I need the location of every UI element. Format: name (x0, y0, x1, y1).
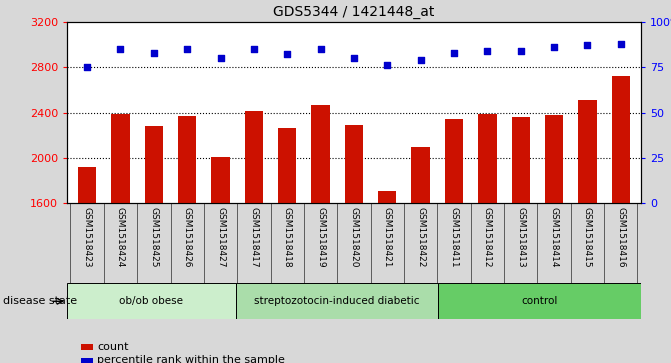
Bar (578, 100, 597, 203)
Bar (211, 157, 229, 203)
Bar (612, 76, 630, 203)
Bar (236, 283, 438, 319)
Bar (311, 105, 329, 203)
Bar (438, 283, 641, 319)
Bar (111, 114, 130, 203)
Point (115, 46, 126, 52)
Point (148, 50, 159, 56)
Text: GSM1518421: GSM1518421 (383, 207, 392, 268)
Text: GSM1518426: GSM1518426 (183, 207, 192, 268)
Bar (345, 125, 363, 203)
Text: GSM1518423: GSM1518423 (83, 207, 92, 268)
Text: GSM1518425: GSM1518425 (150, 207, 158, 268)
Text: GSM1518419: GSM1518419 (316, 207, 325, 268)
Bar (478, 114, 497, 203)
Bar (81, 344, 93, 350)
Text: GSM1518417: GSM1518417 (250, 207, 258, 268)
Bar (511, 117, 530, 203)
Point (482, 48, 493, 54)
Text: GSM1518422: GSM1518422 (416, 207, 425, 268)
Text: streptozotocin-induced diabetic: streptozotocin-induced diabetic (254, 296, 420, 306)
Text: GSM1518414: GSM1518414 (550, 207, 558, 268)
Text: GSM1518412: GSM1518412 (483, 207, 492, 268)
Text: ob/ob obese: ob/ob obese (119, 296, 183, 306)
Text: GSM1518424: GSM1518424 (116, 207, 125, 268)
Text: disease state: disease state (3, 296, 77, 306)
Text: GSM1518420: GSM1518420 (350, 207, 358, 268)
Title: GDS5344 / 1421448_at: GDS5344 / 1421448_at (273, 5, 435, 19)
Point (549, 44, 560, 50)
Bar (378, 191, 397, 203)
Point (215, 55, 226, 61)
Point (82, 64, 93, 70)
Point (182, 46, 193, 52)
Point (615, 41, 626, 46)
Point (282, 52, 293, 57)
Bar (278, 129, 297, 203)
Bar (245, 111, 263, 203)
Text: GSM1518411: GSM1518411 (450, 207, 458, 268)
Point (449, 50, 460, 56)
Bar (81, 358, 93, 363)
Point (415, 57, 426, 63)
Text: count: count (97, 342, 129, 352)
Bar (178, 116, 197, 203)
Text: percentile rank within the sample: percentile rank within the sample (97, 355, 285, 363)
Point (582, 42, 592, 48)
Point (248, 46, 259, 52)
Point (382, 62, 393, 68)
Point (515, 48, 526, 54)
Text: GSM1518418: GSM1518418 (282, 207, 292, 268)
Text: GSM1518416: GSM1518416 (616, 207, 625, 268)
Point (315, 46, 326, 52)
Bar (67, 283, 236, 319)
Text: control: control (521, 296, 558, 306)
Text: GSM1518427: GSM1518427 (216, 207, 225, 268)
Bar (445, 119, 463, 203)
Point (349, 55, 360, 61)
Bar (411, 147, 430, 203)
Bar (78, 167, 96, 203)
Text: GSM1518415: GSM1518415 (583, 207, 592, 268)
Bar (145, 126, 163, 203)
Text: GSM1518413: GSM1518413 (516, 207, 525, 268)
Bar (545, 115, 563, 203)
